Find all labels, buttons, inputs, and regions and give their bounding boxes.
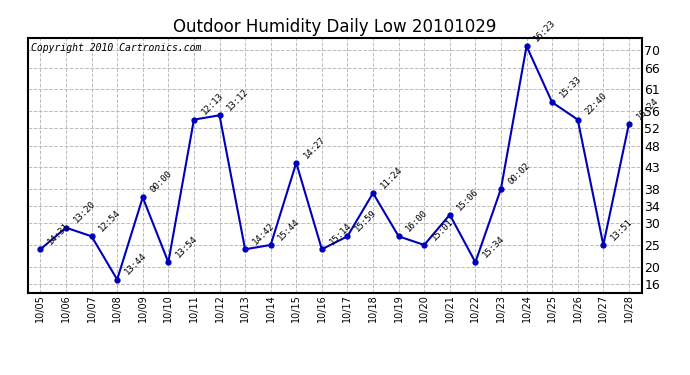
Text: 22:40: 22:40	[583, 92, 609, 117]
Text: 15:44: 15:44	[276, 217, 302, 242]
Text: 15:06: 15:06	[455, 186, 481, 212]
Text: 14:42: 14:42	[250, 221, 276, 246]
Title: Outdoor Humidity Daily Low 20101029: Outdoor Humidity Daily Low 20101029	[173, 18, 496, 36]
Text: 15:01: 15:01	[430, 217, 455, 242]
Text: 15:14: 15:14	[328, 221, 353, 246]
Text: 15:34: 15:34	[481, 234, 506, 260]
Text: 13:44: 13:44	[123, 251, 148, 277]
Text: 12:13: 12:13	[199, 92, 225, 117]
Text: 15:33: 15:33	[558, 74, 583, 99]
Text: 13:12: 13:12	[225, 87, 250, 112]
Text: 13:20: 13:20	[72, 200, 97, 225]
Text: 14:27: 14:27	[302, 135, 327, 160]
Text: 11:24: 11:24	[379, 165, 404, 190]
Text: 16:00: 16:00	[404, 208, 430, 234]
Text: 16:23: 16:23	[532, 18, 558, 44]
Text: 13:54: 13:54	[174, 234, 199, 260]
Text: 14:31: 14:31	[46, 221, 71, 246]
Text: 00:02: 00:02	[506, 160, 532, 186]
Text: 15:59: 15:59	[353, 208, 378, 234]
Text: 00:00: 00:00	[148, 169, 174, 195]
Text: 12:54: 12:54	[97, 208, 123, 234]
Text: 16:24: 16:24	[635, 96, 660, 121]
Text: 13:51: 13:51	[609, 217, 634, 242]
Text: Copyright 2010 Cartronics.com: Copyright 2010 Cartronics.com	[30, 43, 201, 52]
